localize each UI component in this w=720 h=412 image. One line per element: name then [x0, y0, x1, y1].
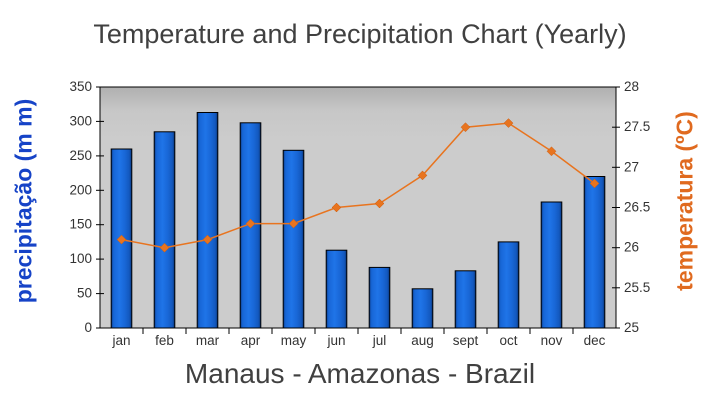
svg-text:sept: sept [453, 333, 479, 348]
svg-text:aug: aug [411, 333, 434, 348]
svg-text:jul: jul [372, 333, 387, 348]
svg-text:may: may [281, 333, 307, 348]
svg-text:28: 28 [624, 79, 639, 94]
svg-text:100: 100 [69, 251, 92, 266]
svg-text:nov: nov [541, 333, 563, 348]
svg-text:250: 250 [69, 148, 92, 163]
svg-text:27: 27 [624, 159, 639, 174]
svg-text:25.5: 25.5 [624, 280, 650, 295]
svg-text:apr: apr [241, 333, 261, 348]
svg-text:200: 200 [69, 182, 92, 197]
svg-text:300: 300 [69, 113, 92, 128]
svg-text:oct: oct [499, 333, 517, 348]
svg-text:jan: jan [111, 333, 130, 348]
svg-text:0: 0 [84, 320, 92, 335]
svg-text:dec: dec [584, 333, 606, 348]
svg-text:26.5: 26.5 [624, 200, 650, 215]
svg-text:26: 26 [624, 240, 639, 255]
svg-text:feb: feb [155, 333, 174, 348]
svg-text:50: 50 [77, 286, 92, 301]
svg-text:350: 350 [69, 79, 92, 94]
svg-text:jun: jun [326, 333, 345, 348]
svg-text:mar: mar [196, 333, 220, 348]
svg-text:27.5: 27.5 [624, 119, 650, 134]
svg-text:25: 25 [624, 320, 639, 335]
svg-text:150: 150 [69, 217, 92, 232]
